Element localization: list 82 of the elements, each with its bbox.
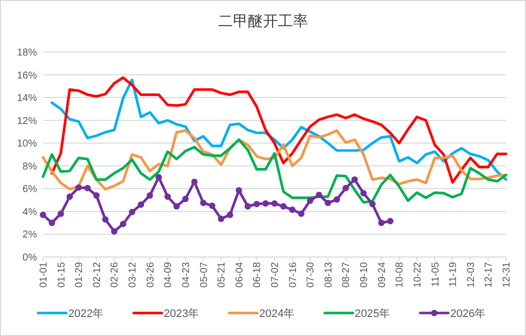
- x-tick-label: 12-17: [484, 262, 495, 288]
- y-tick-label: 14%: [16, 93, 38, 104]
- point: [146, 192, 154, 199]
- x-tick-label: 05-21: [216, 262, 228, 288]
- point: [334, 196, 340, 203]
- point: [138, 201, 144, 208]
- point: [387, 218, 394, 224]
- x-tick-label: 10-22: [412, 262, 424, 288]
- point: [271, 200, 278, 207]
- y-tick-label: 0%: [22, 252, 38, 264]
- point: [378, 220, 385, 226]
- y-tick-label: 12%: [16, 116, 38, 127]
- point: [102, 216, 109, 223]
- point: [182, 196, 189, 202]
- legend-label: 2026年: [450, 308, 486, 320]
- x-tick-label: 11-05: [430, 262, 442, 287]
- point: [191, 178, 198, 186]
- chart-title: 二甲醚开工率: [218, 13, 308, 30]
- x-tick-label: 01-01: [38, 262, 50, 288]
- point: [200, 200, 206, 206]
- x-tick-label: 12-31: [502, 262, 512, 288]
- point: [93, 192, 100, 199]
- x-tick-label: 07-30: [306, 262, 317, 288]
- x-tick-label: 07-16: [288, 262, 299, 288]
- x-tick-label: 11-19: [448, 262, 460, 287]
- x-tick-label: 09-10: [359, 262, 370, 288]
- y-tick-label: 6%: [22, 184, 38, 196]
- point: [48, 220, 56, 226]
- x-tick-label: 04-23: [180, 262, 192, 288]
- legend-label: 2025年: [354, 308, 390, 320]
- x-tick-label: 12-03: [466, 262, 477, 288]
- y-tick-label: 18%: [16, 48, 38, 58]
- point: [360, 190, 367, 196]
- point: [253, 200, 260, 208]
- x-tick-label: 09-24: [376, 262, 388, 288]
- point: [306, 197, 314, 204]
- point: [316, 192, 322, 198]
- x-tick-label: 05-07: [198, 262, 210, 288]
- point: [58, 210, 64, 217]
- x-tick-label: 01-15: [56, 262, 68, 288]
- x-tick-label: 08-13: [323, 262, 334, 288]
- x-tick-label: 02-26: [110, 262, 121, 288]
- y-tick-label: 8%: [22, 161, 38, 172]
- point: [66, 193, 73, 200]
- x-tick-label: 01-29: [74, 262, 86, 288]
- legend-label: 2024年: [259, 308, 295, 320]
- point: [280, 203, 287, 210]
- point: [75, 184, 82, 191]
- point: [244, 203, 251, 210]
- point: [262, 200, 269, 207]
- point: [128, 208, 136, 216]
- point: [369, 200, 376, 208]
- y-tick-label: 10%: [16, 138, 38, 150]
- point: [84, 184, 91, 192]
- y-tick-label: 16%: [16, 70, 38, 82]
- point: [120, 220, 126, 228]
- point: [111, 228, 118, 235]
- point: [289, 206, 296, 213]
- x-tick-label: 07-02: [270, 262, 281, 288]
- point: [164, 193, 171, 200]
- x-tick-label: 03-26: [145, 262, 156, 288]
- y-tick-label: 2%: [22, 230, 38, 241]
- x-tick-label: 03-12: [128, 262, 139, 288]
- point: [351, 176, 358, 183]
- point: [324, 200, 332, 206]
- x-tick-label: 08-27: [341, 262, 352, 288]
- point: [173, 203, 180, 210]
- point: [40, 212, 46, 218]
- x-tick-label: 06-04: [234, 262, 246, 288]
- x-tick-label: 06-18: [252, 262, 264, 288]
- point: [298, 210, 304, 217]
- point: [208, 202, 216, 209]
- x-tick-label: 04-09: [163, 262, 174, 288]
- point: [236, 187, 242, 194]
- y-tick-label: 4%: [22, 206, 38, 218]
- point: [218, 216, 224, 222]
- point: [342, 184, 349, 192]
- x-tick-label: 02-12: [92, 262, 103, 288]
- legend-label: 2022年: [68, 308, 104, 320]
- x-tick-label: 10-08: [394, 262, 406, 288]
- legend-label: 2023年: [164, 308, 200, 320]
- point: [226, 212, 234, 218]
